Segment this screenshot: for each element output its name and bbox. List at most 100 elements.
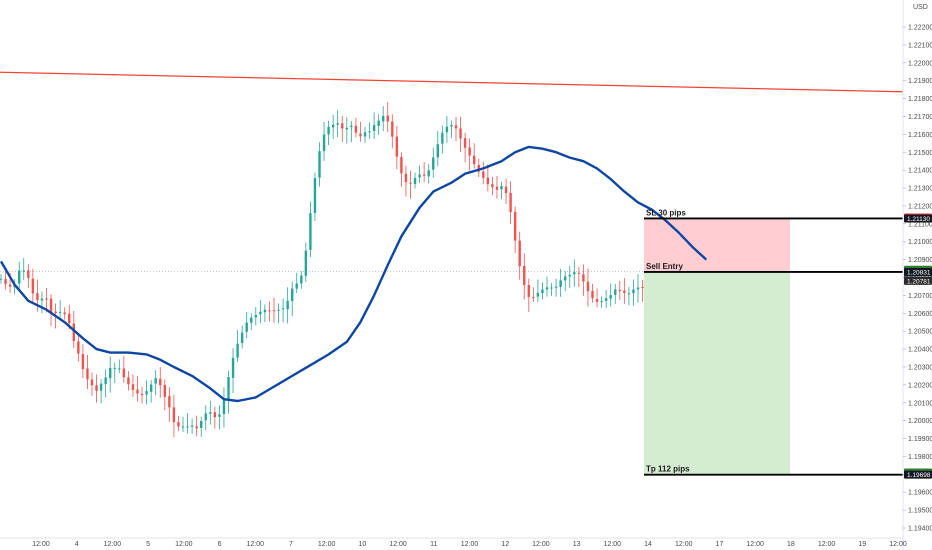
time-tick-label: 10 <box>358 541 366 548</box>
candle <box>277 303 280 324</box>
candle-body <box>609 295 612 299</box>
candle <box>436 130 439 167</box>
time-tick-label: 5 <box>146 541 150 548</box>
candle-body <box>418 174 421 178</box>
candle <box>482 161 485 185</box>
time-tick-label: 19 <box>858 541 866 548</box>
price-tag-text: 1.19698 <box>907 472 931 479</box>
candle-body <box>559 280 562 287</box>
price-tag-text: 1.20781 <box>907 278 931 285</box>
candle-body <box>240 332 244 343</box>
candle <box>122 356 126 383</box>
candle <box>154 370 157 396</box>
candle <box>409 171 412 199</box>
candle-body <box>254 315 257 318</box>
candle <box>582 264 585 296</box>
candle <box>573 259 576 287</box>
candle-body <box>245 322 248 332</box>
position-tool[interactable] <box>644 218 790 475</box>
price-tick-label: 1.20200 <box>908 382 932 389</box>
trendline-layer[interactable] <box>0 71 904 93</box>
price-tick-label: 1.20900 <box>908 257 932 264</box>
candle-body <box>136 389 139 394</box>
candle-body <box>168 396 171 408</box>
candle-body <box>450 125 453 127</box>
candle <box>231 347 235 394</box>
candle-body <box>204 413 207 421</box>
position-levels[interactable]: SL 30 pips Sell Entry Tp 112 pips <box>644 208 903 476</box>
time-tick-label: 4 <box>75 541 79 548</box>
candle-body <box>341 123 344 129</box>
candle <box>145 380 148 405</box>
candle <box>536 279 540 303</box>
candle-body <box>4 278 7 285</box>
candle <box>58 300 62 318</box>
candle-body <box>236 343 239 358</box>
time-axis[interactable]: 12:00 4 12:00 5 12:00 6 12:00 7 12:00 10 12:00 11 12… <box>0 537 907 548</box>
candle-body <box>231 357 235 378</box>
risk-zone[interactable] <box>644 218 790 272</box>
candle <box>172 394 176 438</box>
candle <box>168 387 171 422</box>
candle <box>204 405 207 431</box>
candle <box>614 283 617 304</box>
candle-body <box>345 127 348 130</box>
candle <box>95 374 98 403</box>
candle-body <box>159 378 162 386</box>
candle-body <box>86 368 89 380</box>
resistance-trendline[interactable] <box>0 71 904 93</box>
candle <box>632 279 635 306</box>
price-tick-label: 1.19500 <box>908 508 932 515</box>
candle-body <box>195 426 198 429</box>
candle <box>500 181 503 200</box>
candle <box>40 291 44 314</box>
candle <box>368 122 371 139</box>
candle-body <box>600 301 603 303</box>
candle <box>304 242 308 282</box>
candle-body <box>309 213 312 250</box>
candle-body <box>454 125 458 129</box>
candle <box>341 116 344 142</box>
candle-body <box>263 309 267 313</box>
candle-body <box>272 310 276 312</box>
candle <box>291 281 294 317</box>
candle <box>131 374 135 398</box>
candle <box>618 281 621 301</box>
candle <box>90 372 94 396</box>
candle <box>163 379 166 411</box>
time-tick-label: 12:00 <box>246 541 264 548</box>
candle <box>372 112 376 140</box>
candle <box>27 264 30 288</box>
candles <box>0 102 644 438</box>
candle-body <box>432 157 435 170</box>
time-tick-label: 12:00 <box>104 541 122 548</box>
price-tick-label: 1.21100 <box>908 221 932 228</box>
candle <box>272 297 276 323</box>
candle <box>554 278 558 297</box>
candle <box>209 400 212 425</box>
stop-loss-label: SL 30 pips <box>646 208 686 217</box>
candle <box>236 330 239 363</box>
candle-body <box>291 288 294 301</box>
candle-body <box>68 313 71 324</box>
candle <box>404 165 408 197</box>
candle-body <box>118 368 121 370</box>
reward-zone[interactable] <box>644 271 790 475</box>
candle <box>250 313 253 330</box>
candle-body <box>527 285 530 297</box>
candle-body <box>473 155 476 165</box>
candle <box>0 274 3 284</box>
time-tick-label: 12:00 <box>175 541 193 548</box>
candle-body <box>49 298 53 312</box>
candle <box>86 354 89 390</box>
candle <box>609 283 612 307</box>
candle <box>149 380 153 403</box>
time-tick-label: 12:00 <box>461 541 479 548</box>
candle <box>586 268 590 307</box>
candle-body <box>595 298 599 302</box>
time-tick-label: 7 <box>289 541 293 548</box>
candle <box>391 114 394 149</box>
candle <box>190 418 194 434</box>
candle-body <box>177 422 180 427</box>
